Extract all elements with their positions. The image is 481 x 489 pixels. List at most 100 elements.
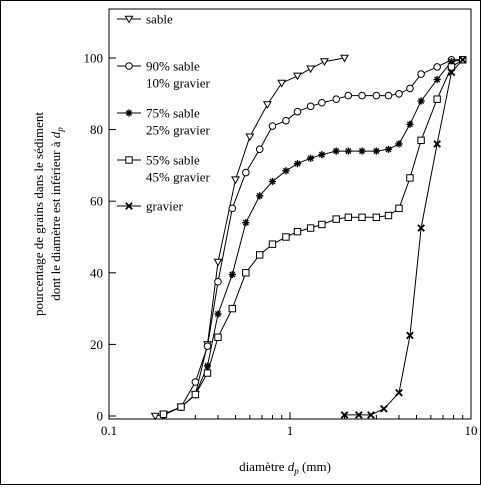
data-point	[358, 91, 366, 100]
data-point	[177, 403, 185, 411]
data-point	[332, 215, 340, 223]
data-point	[242, 269, 250, 277]
data-point	[213, 258, 223, 267]
x-stroke	[458, 55, 467, 64]
legend-label: 25% gravier	[146, 123, 211, 138]
data-point	[372, 147, 380, 155]
data-point	[268, 240, 277, 248]
data-point	[447, 63, 456, 71]
data-point	[319, 58, 329, 66]
data-point	[262, 101, 272, 109]
legend-entry: 90% sable 10% gravier	[117, 59, 211, 91]
star-center	[435, 77, 439, 81]
data-point	[395, 90, 403, 98]
star-center	[449, 60, 453, 64]
data-point	[433, 140, 441, 148]
legend-label: 55% sable	[146, 153, 200, 168]
legend-label: 45% gravier	[146, 170, 211, 185]
data-point	[306, 224, 315, 232]
data-point	[344, 213, 353, 222]
legend-marker	[125, 109, 133, 117]
data-point	[318, 151, 326, 159]
axes: 0 20 40 60 80 100 0.1 1 10	[84, 51, 478, 439]
data-point	[372, 91, 381, 100]
star-center	[244, 221, 248, 225]
x-tick-label: 1	[287, 423, 294, 438]
star-center	[419, 99, 423, 103]
data-point	[406, 331, 414, 340]
star-center	[408, 122, 412, 126]
x-stroke	[406, 331, 414, 340]
data-point	[406, 84, 414, 93]
data-point	[433, 63, 441, 71]
x-stroke	[395, 388, 403, 397]
data-point	[384, 91, 393, 100]
legend-entry: 75% sable 25% gravier	[117, 106, 211, 138]
data-point	[203, 369, 212, 377]
data-point	[417, 97, 425, 105]
y-tick-label: 100	[84, 51, 104, 66]
data-point	[358, 213, 366, 222]
data-point	[340, 411, 349, 419]
data-point	[159, 410, 168, 418]
x-stroke	[433, 140, 441, 148]
y-tick-label: 80	[90, 122, 103, 137]
data-point	[191, 390, 200, 399]
data-point	[447, 68, 456, 77]
star-center	[216, 312, 220, 316]
data-point	[433, 75, 441, 84]
data-point	[255, 145, 264, 154]
y-tick-label: 0	[97, 409, 104, 424]
star-center	[127, 111, 131, 115]
legend-marker	[125, 202, 133, 210]
data-point	[242, 168, 250, 177]
legend-marker	[124, 15, 134, 24]
data-point	[228, 304, 237, 313]
data-point	[282, 167, 290, 175]
data-point	[242, 219, 250, 227]
x-stroke	[417, 224, 425, 232]
y-tick-label: 60	[90, 194, 103, 209]
y-axis-label: pourcentage de grains dans le sédiment do…	[31, 112, 65, 316]
legend-entry: gravier	[117, 199, 183, 214]
legend-label: gravier	[146, 199, 183, 214]
star-center	[230, 273, 234, 277]
x-stroke	[340, 411, 349, 419]
x-tick-label: 10	[465, 423, 478, 438]
star-center	[360, 149, 364, 153]
data-point	[417, 224, 425, 232]
legend-label: 75% sable	[146, 106, 200, 121]
legend-entry: 55% sable 45% gravier	[117, 153, 211, 185]
y-tick-label: 20	[90, 337, 103, 352]
data-point	[255, 251, 264, 259]
data-point	[395, 388, 403, 397]
x-axis-label: diamètre dp (mm)	[239, 459, 331, 476]
data-point	[307, 154, 315, 162]
star-center	[258, 194, 262, 198]
data-point	[406, 120, 414, 128]
data-point	[306, 102, 315, 111]
data-point	[344, 147, 352, 155]
data-point	[282, 116, 290, 125]
data-point	[231, 176, 240, 185]
data-point	[395, 204, 403, 213]
x-tick-label: 0.1	[101, 423, 117, 438]
data-point	[256, 192, 264, 200]
star-center	[397, 142, 401, 146]
x-stroke	[380, 405, 388, 413]
data-point	[340, 54, 349, 63]
data-point	[344, 91, 353, 100]
data-point	[214, 333, 222, 341]
data-point	[228, 204, 237, 213]
legend: sable 90% sable 10% gravier 75% sable 25% gr…	[117, 12, 211, 214]
data-point	[318, 220, 326, 229]
data-point	[384, 211, 393, 220]
y-tick-label: 40	[90, 265, 103, 280]
x-stroke	[125, 202, 133, 210]
data-point	[372, 213, 381, 222]
data-point	[417, 70, 425, 78]
legend-label: sable	[146, 12, 173, 27]
data-point	[332, 95, 341, 103]
